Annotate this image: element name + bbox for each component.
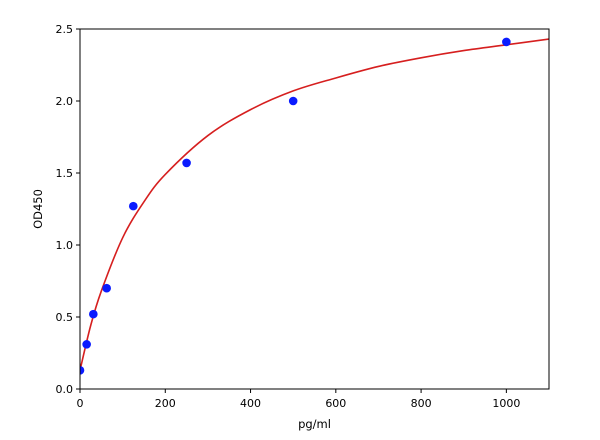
plot-frame <box>79 28 550 390</box>
x-tick-label: 600 <box>325 397 346 410</box>
y-tick-label: 1.5 <box>56 167 74 180</box>
data-point <box>80 365 85 375</box>
y-tick-label: 0.5 <box>56 311 74 324</box>
y-tick-label: 1.0 <box>56 239 74 252</box>
x-tick-label: 200 <box>155 397 176 410</box>
x-axis-label: pg/ml <box>298 417 331 431</box>
data-point <box>82 340 91 349</box>
data-point <box>102 283 111 293</box>
x-tick-label: 0 <box>77 397 84 410</box>
data-point <box>288 96 298 106</box>
x-ticks: 0 200 400 600 800 1000 <box>77 389 520 410</box>
points-layer <box>80 37 511 375</box>
data-point <box>89 309 98 319</box>
fitted-curve <box>80 38 549 371</box>
data-point <box>502 37 511 47</box>
y-axis-label: OD450 <box>31 189 45 229</box>
curve-layer <box>80 38 549 371</box>
y-tick-label: 2.0 <box>56 95 74 108</box>
data-point <box>182 158 191 168</box>
x-tick-label: 400 <box>240 397 261 410</box>
y-tick-label: 0.0 <box>56 383 74 396</box>
y-ticks: 0.0 0.5 1.0 1.5 2.0 2.5 <box>56 23 80 396</box>
data-point <box>128 201 138 211</box>
y-tick-label: 2.5 <box>56 23 74 36</box>
x-tick-label: 1000 <box>492 397 520 410</box>
x-tick-label: 800 <box>411 397 432 410</box>
